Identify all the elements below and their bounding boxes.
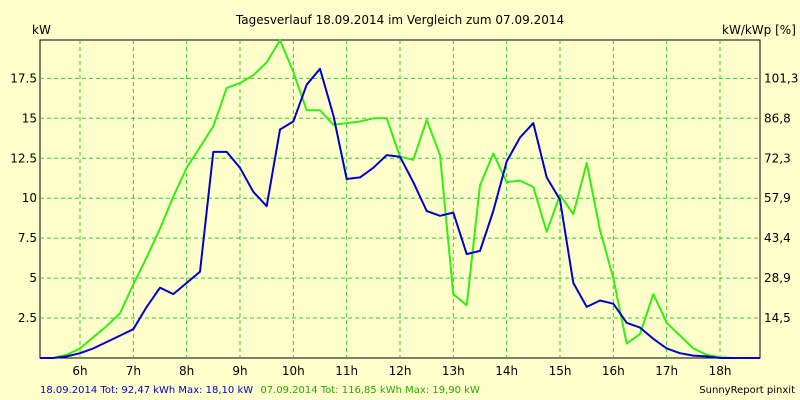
y-tick-label-left: 15 <box>22 111 37 125</box>
y-tick-label-left: 2.5 <box>18 311 37 325</box>
y-axis-right-ticks: 14,5 28,9 43,4 57,9 72,3 86,8 101,3 <box>764 71 798 325</box>
x-tick-label: 15h <box>549 364 572 378</box>
y-tick-label-right: 57,9 <box>764 191 791 205</box>
y-tick-label-right: 43,4 <box>764 231 791 245</box>
right-axis-unit: kW/kWp [%] <box>722 23 796 37</box>
x-tick-label: 16h <box>602 364 625 378</box>
x-tick-label: 14h <box>495 364 518 378</box>
series-lines <box>40 39 760 359</box>
x-tick-label: 6h <box>72 364 87 378</box>
x-tick-label: 8h <box>179 364 194 378</box>
y-tick-label-left: 10 <box>22 191 37 205</box>
y-tick-label-right: 101,3 <box>764 71 798 85</box>
y-tick-label-right: 28,9 <box>764 271 791 285</box>
left-axis-unit: kW <box>32 23 51 37</box>
plot-frame <box>39 39 761 359</box>
footer-series2-summary: 07.09.2014 Tot: 116,85 kWh Max: 19,90 kW <box>260 385 480 396</box>
y-tick-label-right: 86,8 <box>764 111 791 125</box>
grid <box>40 40 760 358</box>
y-tick-label-left: 17.5 <box>10 71 37 85</box>
y-tick-label-left: 5 <box>29 271 37 285</box>
x-tick-label: 13h <box>442 364 465 378</box>
y-tick-label-right: 72,3 <box>764 151 791 165</box>
x-tick-label: 9h <box>232 364 247 378</box>
svg-text:18.09.2014 Tot: 92,47 kWh Max:: 18.09.2014 Tot: 92,47 kWh Max: 18,10 kW … <box>40 385 480 396</box>
footer-brand: SunnyReport pinxit <box>699 385 795 396</box>
y-tick-label-left: 7.5 <box>18 231 37 245</box>
x-tick-label: 11h <box>335 364 358 378</box>
x-tick-label: 7h <box>126 364 141 378</box>
y-tick-label-right: 14,5 <box>764 311 791 325</box>
y-axis-left-ticks: 2.5 5 7.5 10 12.5 15 17.5 <box>10 71 37 325</box>
x-tick-label: 12h <box>389 364 412 378</box>
x-axis-ticks: 6h 7h 8h 9h 10h 11h 12h 13h 14h 15h 16h 17h 18h <box>72 364 731 378</box>
x-tick-label: 10h <box>282 364 305 378</box>
chart-title: Tagesverlauf 18.09.2014 im Vergleich zum… <box>235 13 564 27</box>
y-tick-label-left: 12.5 <box>10 151 37 165</box>
series-line-18-09-2014 <box>40 67 760 359</box>
footer-series1-summary: 18.09.2014 Tot: 92,47 kWh Max: 18,10 kW <box>40 385 253 396</box>
x-tick-label: 17h <box>655 364 678 378</box>
x-tick-label: 18h <box>709 364 732 378</box>
